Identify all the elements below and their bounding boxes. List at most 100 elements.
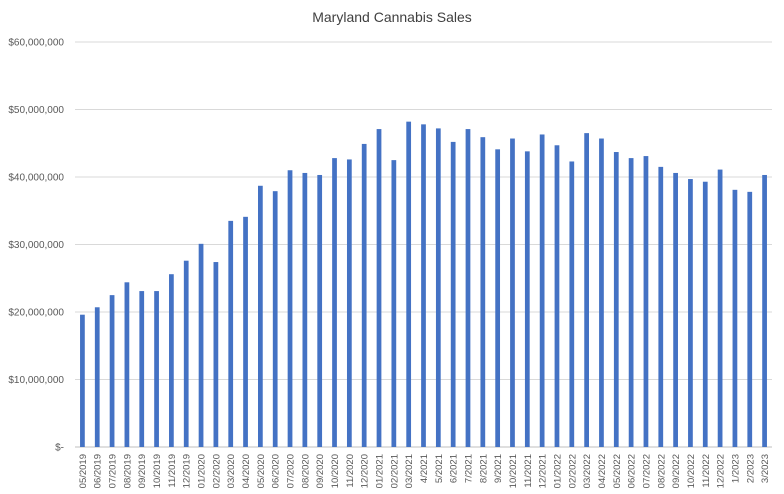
x-tick-label: 09/2020 <box>315 454 326 488</box>
x-tick-label: 10/2022 <box>686 454 697 488</box>
bar <box>80 314 85 447</box>
bar <box>465 129 471 447</box>
bar <box>154 291 159 447</box>
bar <box>198 243 204 447</box>
bar <box>317 174 323 447</box>
x-tick-label: 05/2020 <box>256 454 267 488</box>
x-tick-label: 01/2021 <box>375 454 386 488</box>
bar <box>673 172 678 447</box>
y-tick-label: $50,000,000 <box>8 105 64 116</box>
bar <box>183 260 189 447</box>
bar <box>169 274 174 447</box>
x-tick-label: 3/2023 <box>760 454 771 483</box>
x-tick-label: 01/2022 <box>552 454 563 488</box>
bar <box>732 189 738 447</box>
bar <box>702 181 708 447</box>
bar <box>450 141 456 447</box>
bar <box>495 149 501 447</box>
bars <box>80 121 767 448</box>
x-tick-label: 12/2021 <box>538 454 549 488</box>
x-tick-label: 7/2021 <box>463 454 474 483</box>
x-tick-label: 05/2022 <box>612 454 623 488</box>
bar <box>613 152 619 447</box>
x-tick-label: 05/2019 <box>78 454 89 488</box>
x-tick-label: 09/2022 <box>671 454 682 488</box>
bar <box>524 151 530 447</box>
x-tick-label: 06/2022 <box>627 454 638 488</box>
x-tick-label: 10/2019 <box>152 454 163 488</box>
bar <box>658 166 664 447</box>
bar <box>643 156 649 447</box>
bar <box>762 174 767 447</box>
x-tick-label: 11/2020 <box>345 454 356 488</box>
y-tick-label: $30,000,000 <box>8 240 64 251</box>
x-tick-label: 2/2023 <box>745 454 756 483</box>
x-tick-label: 12/2020 <box>360 454 371 488</box>
x-tick-label: 07/2022 <box>641 454 652 488</box>
x-tick-label: 03/2022 <box>582 454 593 488</box>
x-tick-label: 4/2021 <box>419 454 430 483</box>
bar <box>628 158 634 447</box>
x-tick-label: 02/2022 <box>567 454 578 488</box>
x-tick-label: 5/2021 <box>434 454 445 483</box>
bar <box>257 185 263 447</box>
bar <box>302 172 308 447</box>
chart-title: Maryland Cannabis Sales <box>312 9 472 25</box>
y-tick-label: $10,000,000 <box>8 375 64 386</box>
bar <box>287 170 293 447</box>
y-tick-label: $20,000,000 <box>8 308 64 319</box>
x-axis-ticks: 05/2019 06/2019 07/2019 08/2019 09/2019 10/20… <box>78 454 771 488</box>
x-tick-label: 12/2019 <box>182 454 193 488</box>
bar <box>109 295 115 447</box>
bar <box>539 134 545 447</box>
bar <box>332 158 337 447</box>
x-tick-label: 12/2022 <box>716 454 727 488</box>
x-tick-label: 08/2019 <box>122 454 133 488</box>
bar <box>94 307 100 447</box>
bar <box>510 138 515 447</box>
x-tick-label: 11/2019 <box>167 454 178 488</box>
bar <box>361 143 367 448</box>
bar <box>747 191 753 447</box>
bar <box>272 191 278 447</box>
bar <box>584 133 590 447</box>
y-tick-label: $60,000,000 <box>8 38 64 49</box>
y-axis-ticks: $- $10,000,000 $20,000,000 $30,000,000 $40,0… <box>8 38 64 454</box>
x-tick-label: 08/2022 <box>656 454 667 488</box>
x-tick-label: 1/2023 <box>730 454 741 483</box>
x-tick-label: 11/2022 <box>701 454 712 488</box>
bar <box>435 128 441 447</box>
x-tick-label: 6/2021 <box>449 454 460 483</box>
bar <box>569 161 575 447</box>
bar <box>376 129 382 447</box>
bar <box>228 220 234 447</box>
x-tick-label: 06/2020 <box>271 454 282 488</box>
x-tick-label: 07/2020 <box>286 454 297 488</box>
x-tick-label: 04/2022 <box>597 454 608 488</box>
bar <box>717 169 723 447</box>
bar <box>554 145 560 447</box>
x-tick-label: 8/2021 <box>478 454 489 483</box>
x-tick-label: 10/2020 <box>330 454 341 488</box>
x-tick-label: 09/2019 <box>137 454 148 488</box>
x-tick-label: 04/2020 <box>241 454 252 488</box>
x-tick-label: 08/2020 <box>300 454 311 488</box>
bar <box>480 137 486 448</box>
bar <box>391 160 397 447</box>
bar <box>346 159 352 447</box>
x-tick-label: 9/2021 <box>493 454 504 483</box>
x-tick-label: 07/2019 <box>108 454 119 488</box>
x-tick-label: 01/2020 <box>197 454 208 488</box>
x-tick-label: 02/2021 <box>389 454 400 488</box>
bar <box>599 138 604 447</box>
x-tick-label: 03/2021 <box>404 454 415 488</box>
bar <box>243 216 248 447</box>
bar <box>139 291 145 447</box>
bar <box>688 179 693 447</box>
x-tick-label: 02/2020 <box>211 454 222 488</box>
x-tick-label: 11/2021 <box>523 454 534 488</box>
y-tick-label: $40,000,000 <box>8 173 64 184</box>
x-tick-label: 03/2020 <box>226 454 237 488</box>
